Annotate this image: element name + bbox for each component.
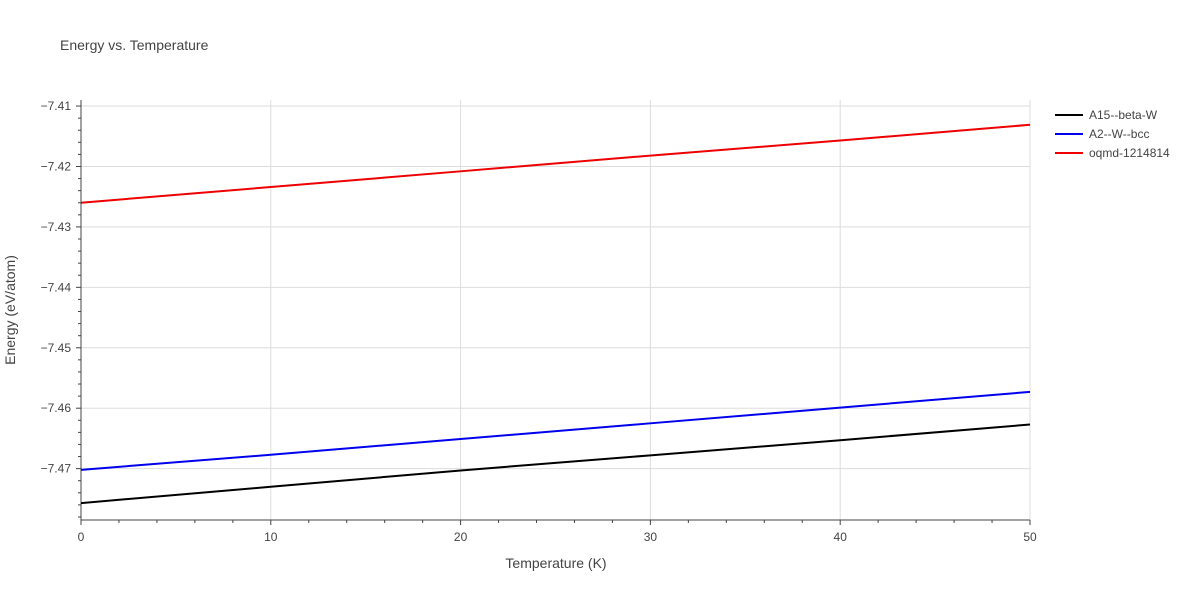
y-tick-label: −7.45 bbox=[41, 341, 72, 355]
series-line-1 bbox=[80, 423, 1031, 505]
grid bbox=[81, 100, 1031, 520]
legend-item-label: A2--W--bcc bbox=[1089, 127, 1149, 141]
series bbox=[80, 123, 1031, 505]
axes: 0 10 20 30 40 50 −7.41 −7.42 −7.43 −7.44 −7.45 −7.4… bbox=[41, 99, 1037, 544]
y-tick-label: −7.46 bbox=[41, 401, 72, 415]
legend: A15--beta-W A2--W--bcc oqmd-1214814 bbox=[1055, 108, 1170, 160]
legend-item-label: oqmd-1214814 bbox=[1089, 146, 1170, 160]
x-tick-label: 10 bbox=[264, 530, 278, 544]
x-axis-label: Temperature (K) bbox=[505, 555, 606, 571]
x-tick-label: 30 bbox=[644, 530, 658, 544]
y-tick-label: −7.43 bbox=[41, 220, 72, 234]
y-tick-label: −7.44 bbox=[41, 280, 72, 294]
x-tick-label: 0 bbox=[78, 530, 85, 544]
series-line-3 bbox=[80, 123, 1031, 204]
y-tick-label: −7.41 bbox=[41, 99, 72, 113]
x-tick-label: 40 bbox=[834, 530, 848, 544]
x-tick-label: 20 bbox=[454, 530, 468, 544]
chart-title: Energy vs. Temperature bbox=[60, 37, 209, 53]
series-line-2 bbox=[80, 390, 1031, 471]
y-tick-label: −7.42 bbox=[41, 159, 72, 173]
legend-item-label: A15--beta-W bbox=[1089, 108, 1158, 122]
y-tick-label: −7.47 bbox=[41, 462, 72, 476]
y-axis-label: Energy (eV/atom) bbox=[2, 255, 18, 365]
x-tick-label: 50 bbox=[1023, 530, 1037, 544]
